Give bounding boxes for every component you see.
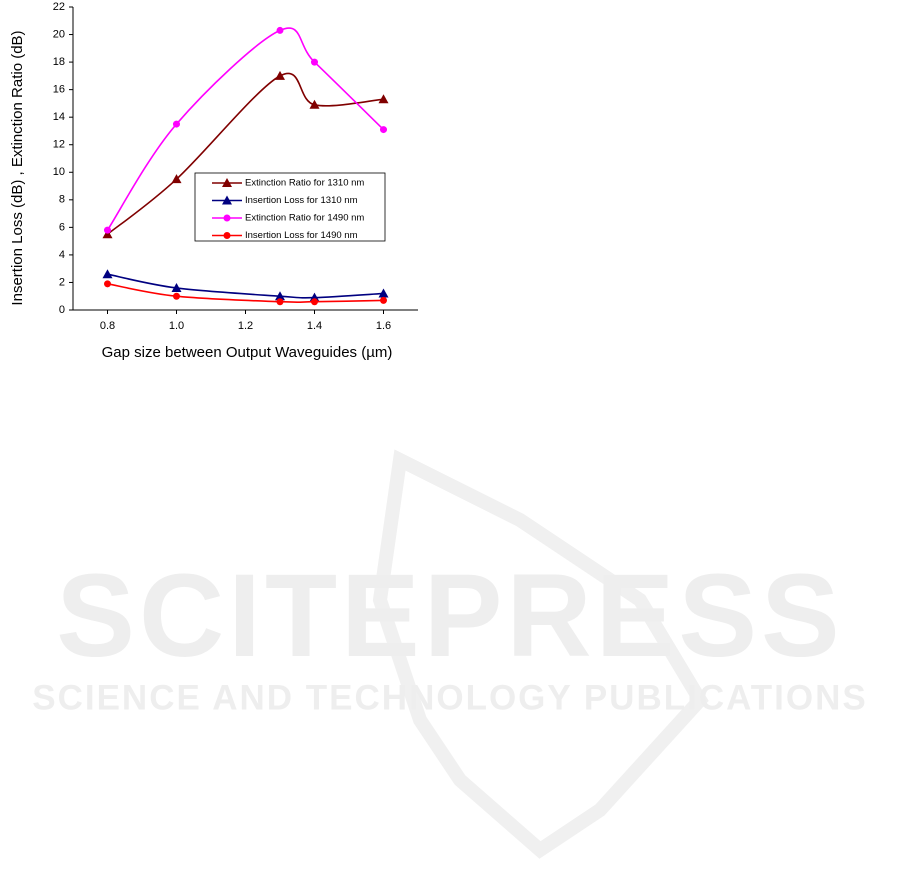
legend-label: Insertion Loss for 1490 nm [245,230,358,241]
marker [311,58,318,66]
marker [378,288,389,298]
watermark-shape [372,449,709,859]
marker [311,298,318,306]
x-tick-label: 1.0 [169,320,184,332]
y-tick-label: 18 [53,56,65,68]
y-tick-label: 4 [59,249,65,261]
marker [380,296,387,304]
watermark: SCITEPRESS SCIENCE AND TECHNOLOGY PUBLIC… [32,449,868,859]
marker [104,280,111,288]
marker [102,229,113,239]
legend: Extinction Ratio for 1310 nm Insertion Lo… [194,172,386,242]
series-line [107,72,384,235]
y-tick-label: 22 [53,1,65,13]
x-tick-label: 0.8 [100,320,115,332]
marker [380,126,387,134]
series-line [107,273,384,299]
marker [102,269,113,279]
x-axis-title: Gap size between Output Waveguides (µm) [102,344,393,361]
marker [223,214,231,222]
marker [171,282,182,292]
marker [309,99,320,109]
marker [222,178,232,187]
x-tick-label: 1.4 [307,320,322,332]
marker [276,298,284,306]
y-tick-label: 12 [53,139,65,151]
marker [222,195,232,205]
marker [171,174,182,184]
y-axis-title: Insertion Loss (dB) , Extinction Ratio (… [9,30,26,305]
legend-label: Extinction Ratio for 1490 nm [245,213,364,224]
watermark-subtitle: SCIENCE AND TECHNOLOGY PUBLICATIONS [32,678,868,717]
y-tick-label: 14 [53,111,65,123]
y-tick-label: 6 [59,221,65,233]
y-tick-label: 10 [53,166,65,178]
y-tick-label: 16 [53,84,65,96]
y-tick-label: 8 [59,194,65,206]
watermark-title: SCITEPRESS [56,550,844,682]
marker [173,292,180,300]
y-tick-label: 2 [59,276,65,288]
series-line [106,27,385,231]
marker [173,120,180,128]
x-tick-label: 1.2 [238,320,253,332]
marker [275,70,285,80]
y-tick-label: 20 [53,28,65,40]
legend-label: Extinction Ratio for 1310 nm [245,178,364,189]
y-tick-label: 0 [59,304,65,316]
marker [275,291,285,301]
marker [276,26,284,34]
x-tick-label: 1.6 [376,320,391,332]
series-line [107,283,384,304]
legend-label: Insertion Loss for 1310 nm [245,195,358,206]
marker [223,232,231,239]
marker [378,94,389,104]
marker [104,226,111,234]
